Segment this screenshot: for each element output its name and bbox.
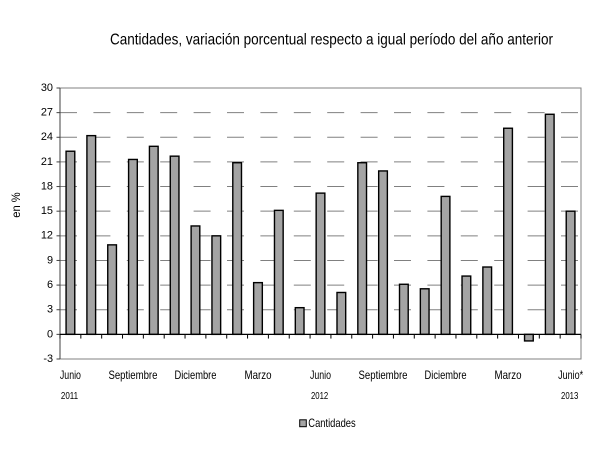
svg-text:2012: 2012 bbox=[311, 391, 328, 402]
svg-text:Cantidades, variación porcentu: Cantidades, variación porcentual respect… bbox=[110, 32, 554, 49]
svg-text:24: 24 bbox=[41, 131, 53, 143]
svg-text:en %: en % bbox=[11, 192, 23, 217]
svg-text:2011: 2011 bbox=[61, 391, 79, 402]
svg-text:2013: 2013 bbox=[561, 391, 578, 402]
svg-text:Septiembre: Septiembre bbox=[108, 368, 157, 382]
svg-text:0: 0 bbox=[47, 328, 53, 340]
svg-text:12: 12 bbox=[41, 230, 53, 242]
svg-text:Diciembre: Diciembre bbox=[174, 368, 216, 382]
svg-text:18: 18 bbox=[41, 180, 53, 192]
svg-text:Diciembre: Diciembre bbox=[425, 368, 467, 382]
svg-text:Marzo: Marzo bbox=[495, 368, 522, 382]
svg-text:Junio*: Junio* bbox=[558, 368, 583, 382]
svg-text:30: 30 bbox=[41, 82, 53, 94]
svg-text:Septiembre: Septiembre bbox=[359, 368, 408, 382]
svg-text:6: 6 bbox=[47, 279, 53, 291]
svg-text:27: 27 bbox=[41, 107, 53, 119]
svg-text:3: 3 bbox=[47, 304, 53, 316]
svg-text:Marzo: Marzo bbox=[244, 368, 271, 382]
svg-text:Junio: Junio bbox=[310, 368, 331, 382]
svg-text:-3: -3 bbox=[43, 353, 53, 365]
svg-text:9: 9 bbox=[47, 254, 53, 266]
svg-text:Junio: Junio bbox=[60, 368, 81, 382]
svg-text:21: 21 bbox=[41, 156, 53, 168]
svg-text:15: 15 bbox=[41, 205, 53, 217]
svg-text:Cantidades: Cantidades bbox=[308, 416, 355, 430]
